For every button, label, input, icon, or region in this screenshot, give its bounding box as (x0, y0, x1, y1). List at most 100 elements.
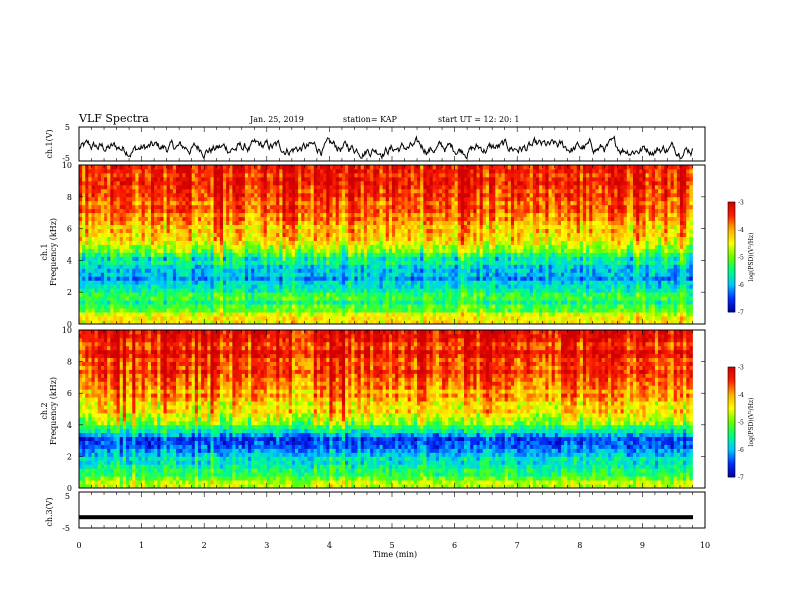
spectrogram-cell (219, 288, 224, 293)
spectrogram-cell (79, 264, 83, 269)
spectrogram-cell (670, 312, 675, 317)
spectrogram-cell (119, 252, 124, 257)
spectrogram-cell (586, 268, 590, 273)
spectrogram-cell (373, 256, 377, 261)
spectrogram-cell (570, 240, 574, 245)
spectrogram-cell (166, 304, 171, 309)
spectrogram-cell (260, 252, 265, 257)
spectrogram-cell (79, 312, 83, 317)
spectrogram-cell (273, 240, 277, 245)
spectrogram-cell (479, 292, 484, 297)
spectrogram-cell (154, 244, 158, 249)
spectrogram-cell (689, 240, 693, 245)
spectrogram-cell (648, 244, 653, 249)
spectrogram-cell (172, 252, 177, 257)
spectrogram-cell (661, 316, 665, 321)
spectrogram-cell (298, 236, 302, 241)
spectrogram-cell (451, 300, 455, 305)
spectrogram-cell (104, 304, 108, 309)
spectrogram-cell (420, 300, 424, 305)
spectrogram-cell (492, 224, 496, 230)
spectrogram-cell (448, 256, 452, 261)
spectrogram-cell (100, 300, 105, 305)
spectrogram-cell (357, 244, 362, 249)
spectrogram-cell (91, 316, 96, 321)
spectrogram-cell (460, 272, 465, 277)
spectrogram-cell (79, 252, 83, 257)
spectrogram-cell (257, 308, 261, 313)
spectrogram-cell (479, 312, 484, 317)
spectrogram-cell (110, 308, 114, 313)
spectrogram-cell (445, 260, 449, 265)
spectrogram-cell (467, 236, 471, 241)
spectrogram-cell (326, 288, 330, 293)
spectrogram-cell (329, 320, 333, 325)
spectrogram-cell (88, 248, 92, 253)
spectrogram-cell (654, 236, 659, 241)
spectrogram-cell (388, 308, 393, 313)
spectrogram-cell (116, 236, 121, 241)
spectrogram-cell (138, 304, 142, 309)
spectrogram-cell (545, 312, 549, 317)
spectrogram-cell (241, 288, 246, 293)
spectrogram-cell (514, 300, 518, 305)
spectrogram-cell (304, 308, 308, 313)
spectrogram-cell (617, 284, 621, 289)
spectrogram-cell (654, 284, 659, 289)
spectrogram-cell (460, 264, 465, 269)
spectrogram-cell (313, 300, 318, 305)
spectrogram-cell (122, 236, 127, 241)
spectrogram-cell (551, 252, 556, 257)
spectrogram-cell (363, 300, 368, 305)
spectrogram-cell (542, 284, 546, 289)
spectrogram-cell (598, 320, 603, 325)
spectrogram-cell (589, 224, 593, 230)
spectrogram-cell (276, 276, 280, 281)
spectrogram-cell (298, 224, 302, 230)
spectrogram-cell (417, 308, 421, 313)
spectrogram-cell (545, 252, 549, 257)
spectrogram-cell (473, 260, 477, 265)
spectrogram-cell (125, 268, 130, 273)
spectrogram-cell (179, 312, 183, 317)
spectrogram-cell (263, 260, 268, 265)
spectrogram-cell (222, 264, 227, 269)
spectrogram-cell (335, 260, 340, 265)
spectrogram-cell (276, 232, 280, 237)
spectrogram-cell (535, 288, 540, 293)
spectrogram-cell (554, 276, 559, 281)
spectrogram-cell (163, 276, 168, 281)
spectrogram-cell (310, 252, 315, 257)
spectrogram-cell (551, 292, 556, 297)
spectrogram-cell (335, 300, 340, 305)
spectrogram-cell (413, 316, 418, 321)
spectrogram-cell (260, 300, 265, 305)
spectrogram-cell (169, 248, 174, 253)
spectrogram-cell (482, 248, 487, 253)
spectrogram-cell (473, 288, 477, 293)
spectrogram-cell (354, 292, 358, 297)
spectrogram-cell (351, 236, 355, 241)
spectrogram-cell (291, 316, 296, 321)
spectrogram-cell (269, 268, 274, 273)
spectrogram-cell (595, 308, 599, 313)
spectrogram-cell (244, 280, 249, 285)
spectrogram-cell (620, 276, 625, 281)
spectrogram-cell (445, 316, 449, 321)
spectrogram-cell (648, 248, 653, 253)
spectrogram-cell (263, 224, 268, 230)
spectrogram-cell (219, 296, 224, 301)
spectrogram-cell (204, 308, 208, 313)
spectrogram-cell (210, 300, 214, 305)
spectrogram-cell (94, 240, 99, 245)
spectrogram-cell (119, 232, 124, 237)
spectrogram-cell (576, 284, 581, 289)
spectrogram-cell (351, 296, 355, 301)
spectrogram-cell (138, 312, 142, 317)
spectrogram-cell (623, 300, 628, 305)
spectrogram-cell (94, 292, 99, 297)
spectrogram-cell (614, 288, 618, 293)
spectrogram-cell (576, 292, 581, 297)
spectrogram-cell (88, 232, 92, 237)
spectrogram-cell (392, 272, 396, 277)
